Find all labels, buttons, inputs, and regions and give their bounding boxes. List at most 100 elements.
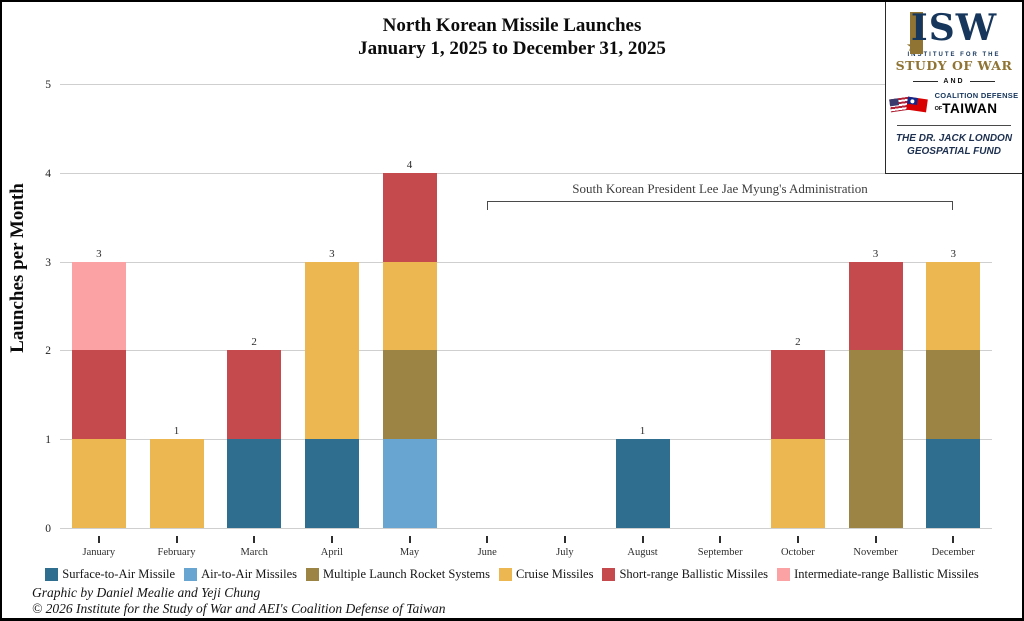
month-column-november: 3 November	[837, 85, 915, 558]
legend-label: Multiple Launch Rocket Systems	[323, 567, 491, 581]
month-column-march: 2 March	[215, 85, 293, 558]
x-tick	[330, 536, 333, 543]
bar-segment	[71, 439, 126, 528]
x-tick-label: May	[399, 547, 420, 558]
legend-swatch	[184, 568, 198, 581]
legend-label: Short-range Ballistic Missiles	[619, 567, 769, 581]
coalition-of: OF	[934, 106, 943, 113]
x-tick-label: June	[477, 547, 497, 558]
month-column-september: September	[681, 85, 759, 558]
month-column-june: June	[448, 85, 526, 558]
x-tick-label: August	[627, 547, 658, 558]
bar-value-label: 2	[251, 336, 257, 349]
bar-segment	[304, 261, 359, 440]
taiwan-flag-icon	[905, 96, 928, 113]
credit-line1: Graphic by Daniel Mealie and Yeji Chung	[32, 585, 261, 600]
legend-label: Cruise Missiles	[516, 567, 594, 581]
month-column-may: 4 May	[371, 85, 449, 558]
isw-ribbon-icon	[909, 12, 923, 54]
legend-swatch	[602, 568, 616, 581]
legend-label: Intermediate-range Ballistic Missiles	[794, 567, 979, 581]
x-tick	[253, 536, 256, 543]
legend-swatch	[306, 568, 320, 581]
legend-swatch	[777, 568, 791, 581]
month-column-october: 2 October	[759, 85, 837, 558]
month-column-february: 1 February	[138, 85, 216, 558]
gridline	[60, 350, 992, 352]
month-column-january: 3 January	[60, 85, 138, 558]
divider	[913, 81, 939, 82]
bar-segment	[926, 261, 981, 351]
credits: Graphic by Daniel Mealie and Yeji Chung …	[32, 585, 446, 616]
legend-item: Surface-to-Air Missile	[45, 567, 175, 582]
y-tick-label: 2	[45, 345, 51, 358]
gridline	[60, 172, 992, 174]
x-tick	[641, 536, 644, 543]
isw-star-icon: ★	[905, 39, 920, 55]
y-tick-label: 5	[45, 79, 51, 91]
stacked-bar	[615, 439, 670, 528]
bar-segment	[382, 172, 437, 262]
legend-item: Short-range Ballistic Missiles	[602, 567, 768, 582]
month-column-july: July	[526, 85, 604, 558]
chart-legend: Surface-to-Air Missile Air-to-Air Missile…	[2, 567, 1022, 582]
bar-value-label: 1	[639, 425, 646, 438]
bar-value-label: 2	[795, 336, 801, 349]
coalition-logo: COALITION DEFENSE OFTAIWAN	[888, 91, 1019, 118]
bar-segment	[848, 350, 903, 528]
month-column-april: 3 April	[293, 85, 371, 558]
bar-value-label: 3	[950, 247, 956, 260]
legend-label: Surface-to-Air Missile	[62, 567, 176, 581]
x-tick-label: April	[320, 547, 343, 558]
stacked-bar	[770, 350, 825, 528]
bars-row: 3 January 1 February 2 March 3 April 4 May June Jul…	[60, 85, 992, 558]
x-tick	[408, 536, 411, 543]
x-tick-label: July	[556, 547, 574, 558]
bar-segment	[227, 439, 282, 528]
divider	[896, 124, 1012, 126]
bar-value-label: 3	[96, 247, 102, 260]
y-tick-label: 3	[45, 256, 51, 269]
x-tick	[486, 536, 489, 543]
bar-segment	[382, 439, 437, 528]
x-tick-label: December	[931, 547, 975, 558]
bar-segment	[304, 439, 359, 528]
y-tick-label: 0	[45, 523, 51, 535]
legend-item: Intermediate-range Ballistic Missiles	[777, 567, 979, 582]
bar-segment	[382, 350, 437, 440]
fund-line1: THE DR. JACK LONDON	[895, 132, 1013, 144]
x-tick-label: February	[157, 547, 196, 558]
bar-segment	[382, 261, 437, 351]
bar-segment	[926, 439, 981, 528]
bar-value-label: 4	[406, 158, 413, 171]
y-tick-label: 4	[45, 167, 51, 180]
stacked-bar	[926, 261, 981, 528]
chart-title: North Korean Missile Launches	[382, 15, 642, 36]
isw-acronym: ISW	[910, 7, 998, 49]
y-tick-label: 1	[45, 434, 51, 447]
plot-area: South Korean President Lee Jae Myung's A…	[45, 79, 992, 558]
stacked-bar	[382, 172, 437, 528]
coalition-text: COALITION DEFENSE OFTAIWAN	[934, 91, 1019, 118]
bar-segment	[926, 350, 981, 440]
x-tick	[952, 536, 955, 543]
month-column-august: 1 August	[604, 85, 682, 558]
month-column-december: 3 December	[914, 85, 992, 558]
bar-segment	[71, 350, 126, 440]
legend-swatch	[499, 568, 513, 581]
x-tick	[796, 536, 799, 543]
isw-org-line2: STUDY OF WAR	[895, 58, 1013, 73]
chart-subtitle: January 1, 2025 to December 31, 2025	[358, 38, 666, 59]
coalition-name: TAIWAN	[942, 101, 998, 117]
x-tick	[97, 536, 100, 543]
legend-label: Air-to-Air Missiles	[201, 567, 298, 581]
fund-label: THE DR. JACK LONDON GEOSPATIAL FUND	[896, 132, 1012, 158]
annotation-bracket	[487, 201, 953, 210]
logo-card: ISW ★ INSTITUTE FOR THE STUDY OF WAR AND…	[885, 2, 1022, 174]
legend-item: Multiple Launch Rocket Systems	[306, 567, 490, 582]
x-tick-label: March	[240, 547, 268, 558]
bar-segment	[770, 439, 825, 528]
gridline	[60, 84, 992, 85]
stacked-bar	[227, 350, 282, 528]
